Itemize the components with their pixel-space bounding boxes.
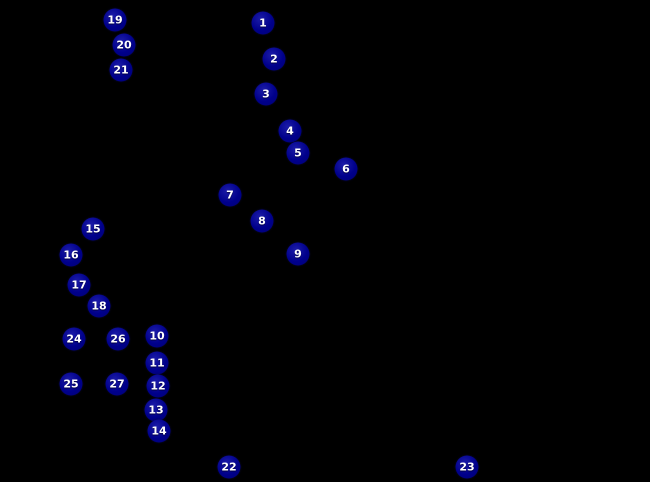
numbered-marker-23[interactable]: 23 (455, 455, 479, 479)
numbered-marker-6[interactable]: 6 (334, 157, 358, 181)
numbered-marker-3[interactable]: 3 (254, 82, 278, 106)
numbered-marker-22[interactable]: 22 (217, 455, 241, 479)
numbered-marker-27[interactable]: 27 (105, 372, 129, 396)
numbered-marker-24[interactable]: 24 (62, 327, 86, 351)
numbered-marker-17[interactable]: 17 (67, 273, 91, 297)
numbered-marker-10[interactable]: 10 (145, 324, 169, 348)
numbered-marker-20[interactable]: 20 (112, 33, 136, 57)
numbered-marker-8[interactable]: 8 (250, 209, 274, 233)
numbered-marker-7[interactable]: 7 (218, 183, 242, 207)
numbered-marker-4[interactable]: 4 (278, 119, 302, 143)
numbered-marker-26[interactable]: 26 (106, 327, 130, 351)
numbered-marker-13[interactable]: 13 (144, 398, 168, 422)
numbered-marker-19[interactable]: 19 (103, 8, 127, 32)
numbered-marker-2[interactable]: 2 (262, 47, 286, 71)
numbered-marker-25[interactable]: 25 (59, 372, 83, 396)
numbered-marker-12[interactable]: 12 (146, 374, 170, 398)
numbered-marker-9[interactable]: 9 (286, 242, 310, 266)
numbered-marker-11[interactable]: 11 (145, 351, 169, 375)
numbered-marker-5[interactable]: 5 (286, 141, 310, 165)
numbered-marker-15[interactable]: 15 (81, 217, 105, 241)
numbered-marker-14[interactable]: 14 (147, 419, 171, 443)
numbered-marker-21[interactable]: 21 (109, 58, 133, 82)
numbered-marker-16[interactable]: 16 (59, 243, 83, 267)
numbered-marker-18[interactable]: 18 (87, 294, 111, 318)
numbered-marker-1[interactable]: 1 (251, 11, 275, 35)
